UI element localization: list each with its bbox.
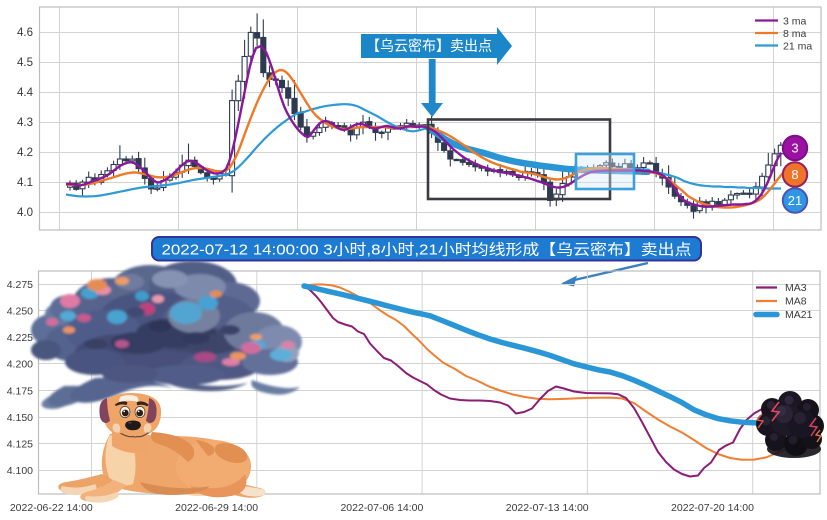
svg-text:4.4: 4.4 [17,87,34,99]
svg-text:4.5: 4.5 [17,57,33,69]
svg-text:2022-07-06 14:00: 2022-07-06 14:00 [340,502,423,514]
svg-text:2022-07-20 14:00: 2022-07-20 14:00 [671,502,754,514]
svg-text:4.175: 4.175 [7,385,33,397]
svg-text:2022-06-29 14:00: 2022-06-29 14:00 [175,502,258,514]
svg-text:4.3: 4.3 [17,117,33,129]
svg-text:MA8: MA8 [785,296,807,308]
svg-text:4.225: 4.225 [7,332,33,344]
svg-text:21 ma: 21 ma [783,40,812,52]
svg-text:4.6: 4.6 [17,27,33,39]
svg-text:2022-07-13 14:00: 2022-07-13 14:00 [506,502,589,514]
svg-text:21: 21 [788,193,802,208]
svg-text:8 ma: 8 ma [783,28,807,40]
svg-text:MA21: MA21 [785,309,813,321]
svg-text:8: 8 [791,167,798,182]
svg-text:MA3: MA3 [785,282,807,294]
svg-text:4.200: 4.200 [7,359,33,371]
svg-text:4.250: 4.250 [7,305,33,317]
svg-text:3 ma: 3 ma [783,15,807,27]
svg-text:4.150: 4.150 [7,412,33,424]
svg-text:4.1: 4.1 [17,177,33,189]
svg-text:4.275: 4.275 [7,279,33,291]
svg-text:2022-07-12 14:00:00 3小时,8小时,21: 2022-07-12 14:00:00 3小时,8小时,21小时均线形成【乌云密… [162,242,692,259]
svg-text:4.2: 4.2 [17,147,33,159]
svg-text:4.125: 4.125 [7,439,33,451]
svg-text:2022-06-22 14:00: 2022-06-22 14:00 [10,502,93,514]
svg-text:4.0: 4.0 [17,207,33,219]
svg-text:4.100: 4.100 [7,465,33,477]
svg-text:【乌云密布】卖出点: 【乌云密布】卖出点 [366,38,492,55]
svg-text:3: 3 [791,141,798,156]
